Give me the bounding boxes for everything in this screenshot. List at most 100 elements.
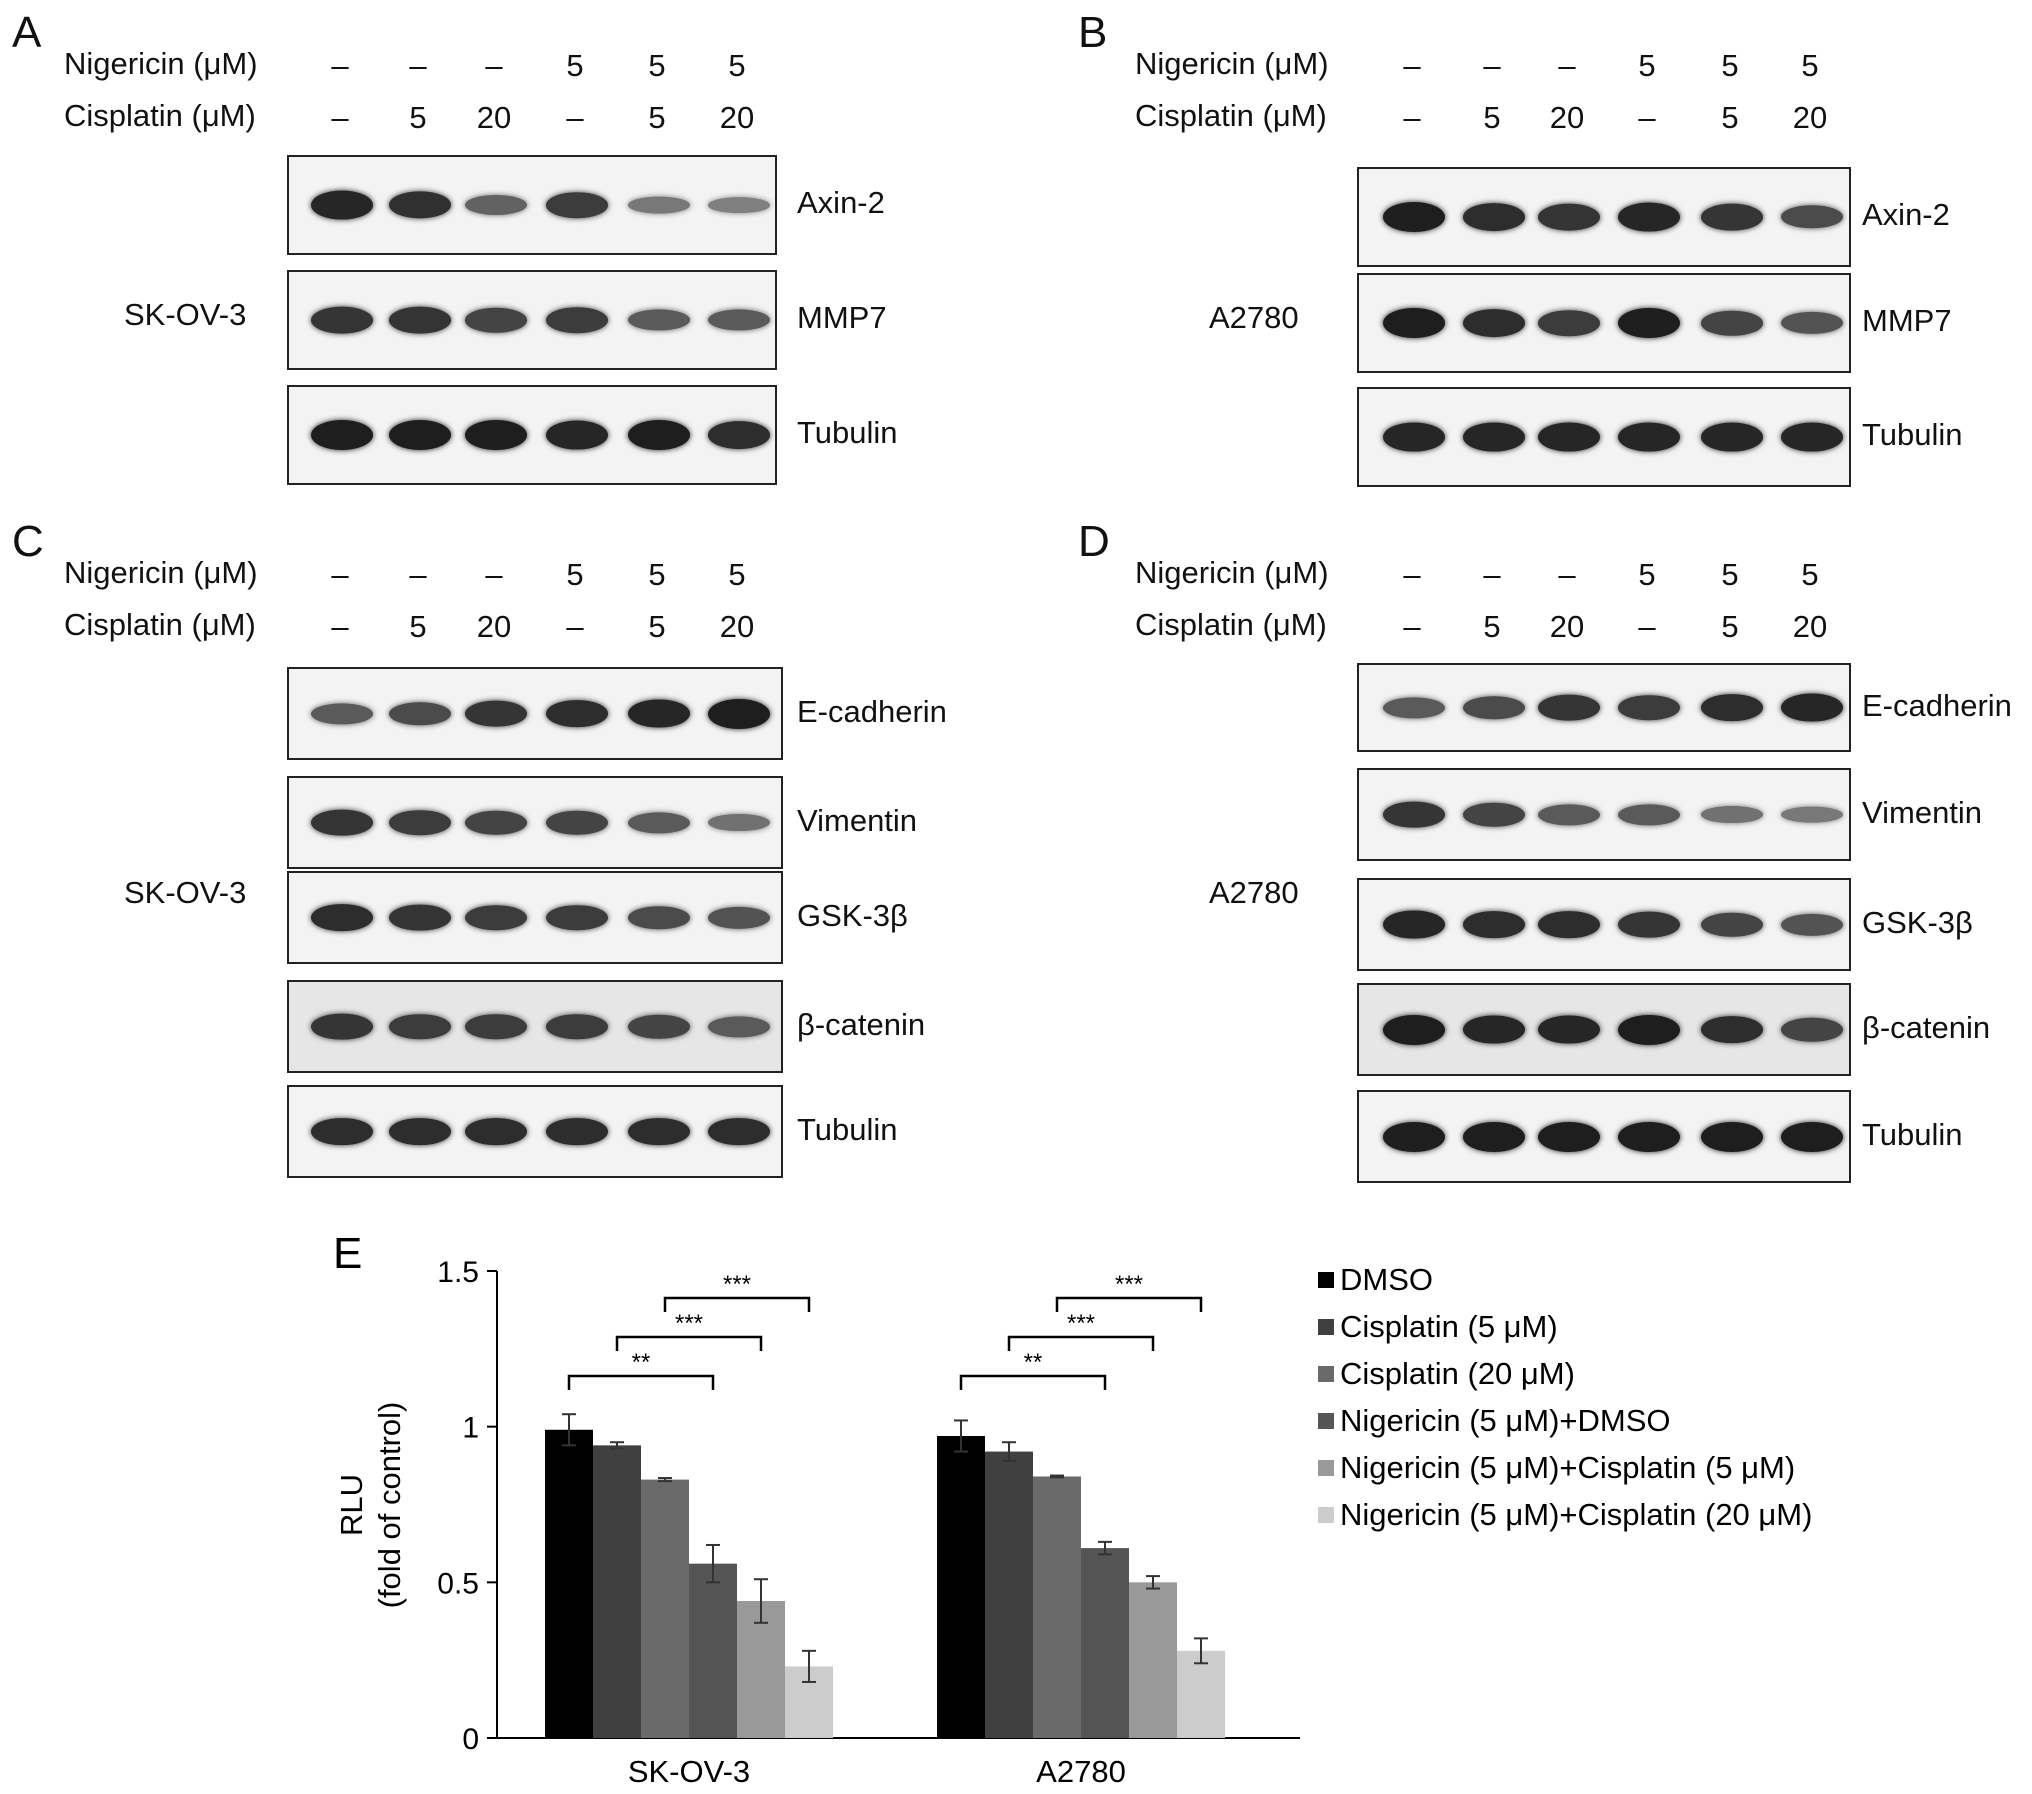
band xyxy=(546,904,608,931)
band xyxy=(546,1013,608,1040)
panel-label: C xyxy=(12,517,44,566)
blot-gsk-3- xyxy=(1357,878,1851,971)
nigericin-dose: 5 xyxy=(1721,48,1739,83)
band xyxy=(1781,1121,1843,1152)
blot-tubulin xyxy=(287,385,777,485)
band xyxy=(1618,694,1680,721)
cisplatin-dose: 5 xyxy=(648,609,666,644)
band xyxy=(1701,203,1763,231)
cisplatin-dose: 20 xyxy=(1792,100,1828,135)
bar xyxy=(1081,1548,1129,1738)
band xyxy=(628,1014,690,1039)
significance-bracket xyxy=(959,1374,1107,1390)
bar xyxy=(689,1563,737,1738)
band xyxy=(389,701,451,726)
band xyxy=(546,1117,608,1146)
band xyxy=(1383,1014,1445,1045)
cisplatin-dose: 20 xyxy=(476,100,512,135)
bar xyxy=(1177,1650,1225,1738)
band xyxy=(1701,1121,1763,1152)
protein-label: Tubulin xyxy=(797,1111,898,1147)
band xyxy=(465,1117,527,1146)
cisplatin-dose: – xyxy=(566,100,584,135)
blot-e-cadherin xyxy=(287,667,783,760)
band xyxy=(1781,205,1843,229)
band xyxy=(1383,308,1445,338)
band xyxy=(708,309,770,331)
y-tick-label: 1 xyxy=(462,1412,479,1445)
legend-entry: DMSO xyxy=(1340,1262,1433,1297)
legend-swatch xyxy=(1318,1460,1334,1476)
blot-e-cadherin xyxy=(1357,663,1851,752)
cisplatin-dose: 20 xyxy=(476,609,512,644)
band xyxy=(1538,310,1600,336)
significance-bracket xyxy=(1055,1296,1203,1312)
band xyxy=(1383,696,1445,719)
band xyxy=(389,904,451,931)
nigericin-dose: – xyxy=(409,48,427,83)
bar xyxy=(545,1429,593,1738)
significance-bracket xyxy=(567,1374,715,1390)
cisplatin-dose: 20 xyxy=(1549,609,1585,644)
significance-bracket xyxy=(615,1335,763,1351)
cisplatin-dose: – xyxy=(1403,609,1421,644)
cisplatin-dose: 20 xyxy=(719,100,755,135)
band xyxy=(465,1013,527,1040)
legend-swatch xyxy=(1318,1507,1334,1523)
blot-vimentin xyxy=(287,776,783,869)
cisplatin-dose: 5 xyxy=(1721,100,1739,135)
nigericin-dose: 5 xyxy=(728,557,746,592)
significance-stars: ** xyxy=(632,1349,651,1376)
nigericin-dose: 5 xyxy=(1801,48,1819,83)
band xyxy=(1781,806,1843,823)
protein-label: Tubulin xyxy=(797,415,898,450)
band xyxy=(1701,693,1763,722)
band xyxy=(1383,1121,1445,1152)
panel-label: B xyxy=(1078,8,1108,57)
legend-swatch xyxy=(1318,1319,1334,1335)
protein-label: Tubulin xyxy=(1862,417,1963,452)
legend-swatch xyxy=(1318,1366,1334,1382)
protein-label: E-cadherin xyxy=(1862,687,2012,723)
band xyxy=(1618,803,1680,826)
band xyxy=(1383,202,1445,232)
protein-label: MMP7 xyxy=(1862,303,1952,338)
band xyxy=(1701,805,1763,824)
legend-entry: Cisplatin (5 μM) xyxy=(1340,1309,1558,1344)
nigericin-dose: 5 xyxy=(648,48,666,83)
x-tick-label: A2780 xyxy=(1036,1754,1126,1789)
cell-line-label: A2780 xyxy=(1209,875,1299,910)
band xyxy=(628,420,690,450)
band xyxy=(628,811,690,834)
bar xyxy=(737,1601,785,1738)
x-tick-label: SK-OV-3 xyxy=(628,1754,750,1789)
cisplatin-dose: – xyxy=(331,100,349,135)
band xyxy=(1463,802,1525,827)
blot-mmp7 xyxy=(1357,273,1851,373)
band xyxy=(546,192,608,218)
nigericin-label: Nigericin (μM) xyxy=(1135,46,1329,81)
band xyxy=(1538,1121,1600,1152)
cisplatin-label: Cisplatin (μM) xyxy=(64,607,256,642)
band xyxy=(1463,1015,1525,1044)
band xyxy=(1463,1121,1525,1152)
band xyxy=(1618,1121,1680,1152)
band xyxy=(311,1117,373,1146)
significance-stars: *** xyxy=(723,1271,751,1298)
cisplatin-dose: 5 xyxy=(1483,609,1501,644)
band xyxy=(628,699,690,728)
legend-entry: Cisplatin (20 μM) xyxy=(1340,1356,1575,1391)
band xyxy=(708,421,770,449)
band xyxy=(1781,422,1843,452)
cisplatin-label: Cisplatin (μM) xyxy=(1135,98,1327,133)
cisplatin-dose: 20 xyxy=(1792,609,1828,644)
nigericin-dose: 5 xyxy=(566,48,584,83)
legend-entry: Nigericin (5 μM)+Cisplatin (5 μM) xyxy=(1340,1450,1795,1485)
bar xyxy=(1033,1476,1081,1738)
blot-tubulin xyxy=(287,1085,783,1178)
significance-stars: ** xyxy=(1024,1349,1043,1376)
band xyxy=(1383,801,1445,828)
band xyxy=(708,906,770,929)
band xyxy=(708,1015,770,1038)
band xyxy=(628,309,690,331)
